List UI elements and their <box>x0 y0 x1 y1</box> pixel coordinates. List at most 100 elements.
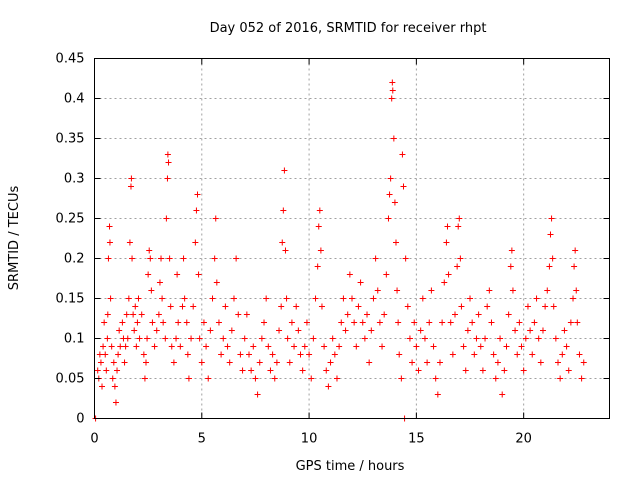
data-point <box>509 287 516 294</box>
data-point <box>456 215 463 222</box>
data-point <box>261 319 268 326</box>
data-point <box>394 287 401 294</box>
data-point <box>299 367 306 374</box>
data-point <box>361 335 368 342</box>
data-point <box>104 335 111 342</box>
data-point <box>173 335 180 342</box>
data-point <box>177 343 184 350</box>
data-point <box>549 255 556 262</box>
data-point <box>406 335 413 342</box>
data-point <box>503 343 510 350</box>
data-point <box>159 295 166 302</box>
data-point <box>439 319 446 326</box>
data-point <box>237 351 244 358</box>
data-point <box>471 351 478 358</box>
data-point <box>364 311 371 318</box>
data-point <box>333 375 340 382</box>
data-point <box>514 351 521 358</box>
data-point <box>490 351 497 358</box>
data-point <box>160 319 167 326</box>
data-point <box>391 199 398 206</box>
data-point <box>140 351 147 358</box>
data-point <box>179 303 186 310</box>
data-point <box>413 343 420 350</box>
y-tick-label: 0 <box>76 412 84 427</box>
data-point <box>570 295 577 302</box>
data-point <box>134 319 141 326</box>
data-point <box>385 215 392 222</box>
data-point <box>220 335 227 342</box>
data-point <box>527 327 534 334</box>
y-tick-label: 0.4 <box>64 92 85 107</box>
data-point <box>167 303 174 310</box>
data-point <box>156 279 163 286</box>
data-point <box>145 271 152 278</box>
data-point <box>349 295 355 302</box>
data-point <box>507 263 514 270</box>
data-point <box>276 327 283 334</box>
data-point <box>484 303 491 310</box>
data-point <box>130 311 137 318</box>
data-point <box>143 359 149 366</box>
data-point <box>279 239 286 246</box>
data-point <box>135 295 142 302</box>
data-point <box>520 367 527 374</box>
data-point <box>396 351 403 358</box>
data-point <box>126 239 133 246</box>
data-point <box>293 303 300 310</box>
data-point <box>443 239 450 246</box>
data-point <box>501 367 508 374</box>
data-point <box>248 367 255 374</box>
data-point <box>168 343 175 350</box>
data-point <box>318 303 325 310</box>
data-point <box>303 319 310 326</box>
y-axis-label: SRMTID / TECUs <box>7 186 22 291</box>
y-tick-label: 0.35 <box>56 132 85 147</box>
data-point <box>278 303 285 310</box>
data-point <box>138 311 145 318</box>
data-point <box>196 335 203 342</box>
data-point <box>524 303 531 310</box>
data-point <box>389 79 396 86</box>
data-point <box>449 351 456 358</box>
data-point <box>533 295 540 302</box>
data-points <box>92 79 587 422</box>
data-point <box>105 255 112 262</box>
data-point <box>235 311 242 318</box>
y-tick-label: 0.3 <box>64 172 85 187</box>
data-point <box>153 327 160 334</box>
data-point <box>544 287 551 294</box>
data-point <box>555 359 561 366</box>
data-point <box>548 215 555 222</box>
data-point <box>243 311 250 318</box>
data-point <box>430 343 437 350</box>
data-point <box>447 319 454 326</box>
data-point <box>458 303 465 310</box>
data-point <box>344 311 351 318</box>
data-point <box>331 351 338 358</box>
data-point <box>404 303 411 310</box>
data-point <box>109 375 116 382</box>
data-point <box>424 359 431 366</box>
data-point <box>133 343 140 350</box>
data-point <box>390 135 397 142</box>
data-point <box>226 359 233 366</box>
data-point <box>192 239 199 246</box>
data-point <box>114 367 121 374</box>
data-point <box>499 391 506 398</box>
x-tick-label: 20 <box>515 432 532 447</box>
data-point <box>284 335 291 342</box>
data-point <box>222 303 229 310</box>
data-point <box>252 375 259 382</box>
data-point <box>246 351 252 358</box>
data-point <box>464 327 471 334</box>
data-point <box>351 319 358 326</box>
data-point <box>516 319 523 326</box>
data-point <box>102 351 109 358</box>
axis-ticks: 0 0.05 0.1 0.15 0.2 0.25 0.3 0.35 0.4 0.45 0 5 10 15 2… <box>56 52 610 447</box>
y-tick-label: 0.45 <box>56 52 85 67</box>
data-point <box>99 383 106 390</box>
data-point <box>578 375 585 382</box>
data-point <box>436 359 443 366</box>
data-point <box>144 335 151 342</box>
